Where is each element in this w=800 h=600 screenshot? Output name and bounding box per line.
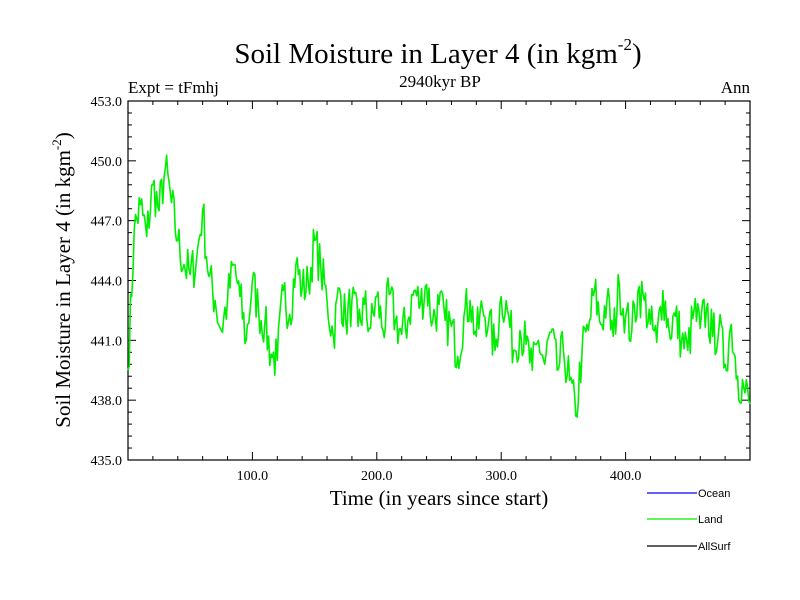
x-tick-label: 300.0 (485, 469, 517, 484)
series-line-land (127, 154, 751, 418)
experiment-label: Expt = tFmhj (128, 78, 219, 97)
x-tick-label: 400.0 (610, 469, 642, 484)
y-tick-label: 444.0 (91, 275, 123, 290)
season-label: Ann (721, 78, 751, 97)
x-tick-label: 100.0 (237, 469, 269, 484)
plot-frame (127, 100, 751, 461)
legend-label-land: Land (698, 514, 722, 526)
y-axis: 435.0 438.0 441.0 444.0 447.0 450.0 453.0 (91, 95, 750, 469)
y-tick-label: 435.0 (91, 454, 123, 469)
y-tick-label: 447.0 (91, 215, 123, 230)
legend: Ocean Land AllSurf (647, 488, 731, 553)
y-tick-label: 441.0 (91, 334, 123, 349)
y-tick-label: 450.0 (91, 155, 123, 170)
x-tick-label: 200.0 (361, 469, 393, 484)
y-axis-label: Soil Moisture in Layer 4 (in kgm-2) (49, 132, 75, 427)
legend-label-allsurf: AllSurf (698, 541, 731, 553)
chart-subtitle: 2940kyr BP (399, 72, 481, 91)
x-axis-label: Time (in years since start) (330, 486, 549, 510)
y-tick-label: 453.0 (91, 95, 123, 110)
chart-title: Soil Moisture in Layer 4 (in kgm-2) (234, 35, 641, 70)
x-axis: 100.0 200.0 300.0 400.0 (152, 101, 726, 484)
legend-label-ocean: Ocean (698, 488, 730, 500)
y-tick-label: 438.0 (91, 394, 123, 409)
